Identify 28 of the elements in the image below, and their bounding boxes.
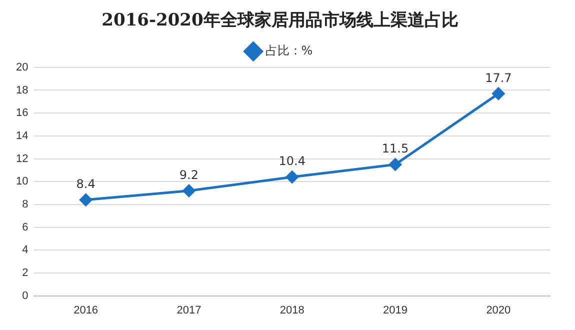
y-tick-label: 18 [16,84,28,96]
y-tick-label: 12 [16,152,28,165]
data-label: 10.4 [278,154,306,168]
x-tick-label: 2019 [383,304,408,316]
chart-title: 2016-2020年全球家居用品市场线上渠道占比 [102,10,458,31]
y-tick-label: 10 [16,176,28,188]
y-tick-label: 20 [16,61,28,74]
data-label: 11.5 [382,142,409,156]
y-tick-label: 4 [22,244,28,256]
y-tick-label: 8 [22,198,28,210]
x-tick-label: 2017 [176,304,202,316]
x-tick-label: 2020 [486,304,511,316]
point [80,194,92,206]
y-tick-label: 2 [22,266,28,279]
data-label: 17.7 [485,70,512,85]
x-tick-label: 2018 [280,304,304,316]
x-tick-label: 2016 [74,304,98,316]
legend-label: 占比：% [265,44,313,58]
data-label: 9.2 [179,168,199,182]
y-tick-label: 16 [16,107,28,120]
y-tick-label: 0 [22,290,28,302]
y-tick-label: 14 [16,130,28,142]
y-tick-label: 6 [22,221,28,234]
point [286,170,298,184]
point [492,87,505,100]
point [182,184,196,197]
point [389,158,402,171]
data-label: 8.4 [76,176,96,191]
